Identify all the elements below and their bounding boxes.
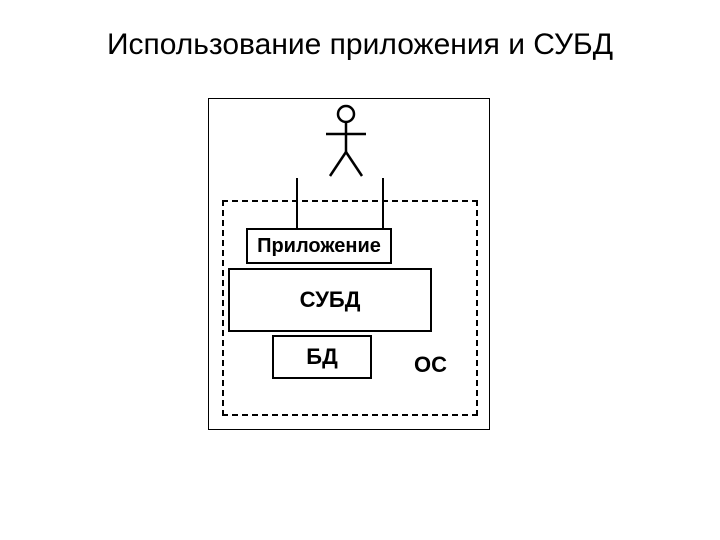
- dbms-box: СУБД: [228, 268, 432, 332]
- os-label: ОС: [414, 352, 447, 378]
- dbms-label: СУБД: [300, 287, 361, 313]
- user-actor-icon: [320, 104, 372, 178]
- application-label: Приложение: [257, 235, 381, 258]
- application-box: Приложение: [246, 228, 392, 264]
- database-label: БД: [306, 344, 338, 370]
- database-box: БД: [272, 335, 372, 379]
- page-title: Использование приложения и СУБД: [0, 28, 720, 62]
